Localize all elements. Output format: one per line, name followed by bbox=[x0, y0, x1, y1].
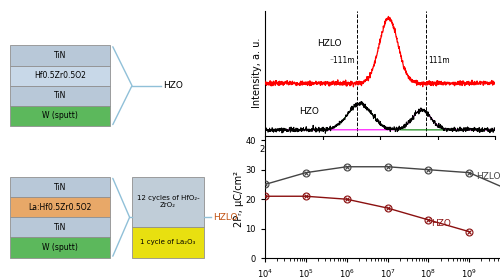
Text: HZO: HZO bbox=[300, 107, 320, 116]
Text: 111m: 111m bbox=[428, 56, 450, 65]
Text: W (sputt): W (sputt) bbox=[42, 243, 78, 252]
FancyBboxPatch shape bbox=[10, 177, 110, 197]
Text: La:Hf0.5Zr0.5O2: La:Hf0.5Zr0.5O2 bbox=[28, 203, 92, 212]
Text: HZLO: HZLO bbox=[317, 39, 341, 48]
Y-axis label: 2Pᵣ, μC/cm²: 2Pᵣ, μC/cm² bbox=[234, 171, 244, 227]
Text: 12 cycles of HfO₂-
ZrO₂: 12 cycles of HfO₂- ZrO₂ bbox=[136, 195, 200, 208]
Text: 1 cycle of La₂O₃: 1 cycle of La₂O₃ bbox=[140, 239, 196, 245]
Y-axis label: Intensity, a. u.: Intensity, a. u. bbox=[252, 38, 262, 108]
Text: TiN: TiN bbox=[54, 223, 66, 232]
Text: Hf0.5Zr0.5O2: Hf0.5Zr0.5O2 bbox=[34, 71, 86, 80]
Text: HZLO: HZLO bbox=[214, 213, 238, 222]
Text: W (sputt): W (sputt) bbox=[42, 111, 78, 120]
Text: ⁻111m: ⁻111m bbox=[330, 56, 355, 65]
Text: TiN: TiN bbox=[54, 183, 66, 192]
FancyBboxPatch shape bbox=[132, 177, 204, 227]
Text: TiN: TiN bbox=[54, 51, 66, 60]
X-axis label: 2θ, deg.: 2θ, deg. bbox=[360, 157, 400, 166]
FancyBboxPatch shape bbox=[10, 106, 110, 126]
Text: TiN: TiN bbox=[54, 91, 66, 100]
Text: HZLO: HZLO bbox=[476, 172, 500, 181]
FancyBboxPatch shape bbox=[10, 86, 110, 106]
FancyBboxPatch shape bbox=[132, 227, 204, 258]
Text: HZO: HZO bbox=[163, 81, 183, 90]
FancyBboxPatch shape bbox=[10, 45, 110, 66]
FancyBboxPatch shape bbox=[10, 197, 110, 217]
Text: HZO: HZO bbox=[432, 219, 452, 228]
FancyBboxPatch shape bbox=[10, 217, 110, 237]
FancyBboxPatch shape bbox=[10, 66, 110, 86]
FancyBboxPatch shape bbox=[10, 237, 110, 258]
